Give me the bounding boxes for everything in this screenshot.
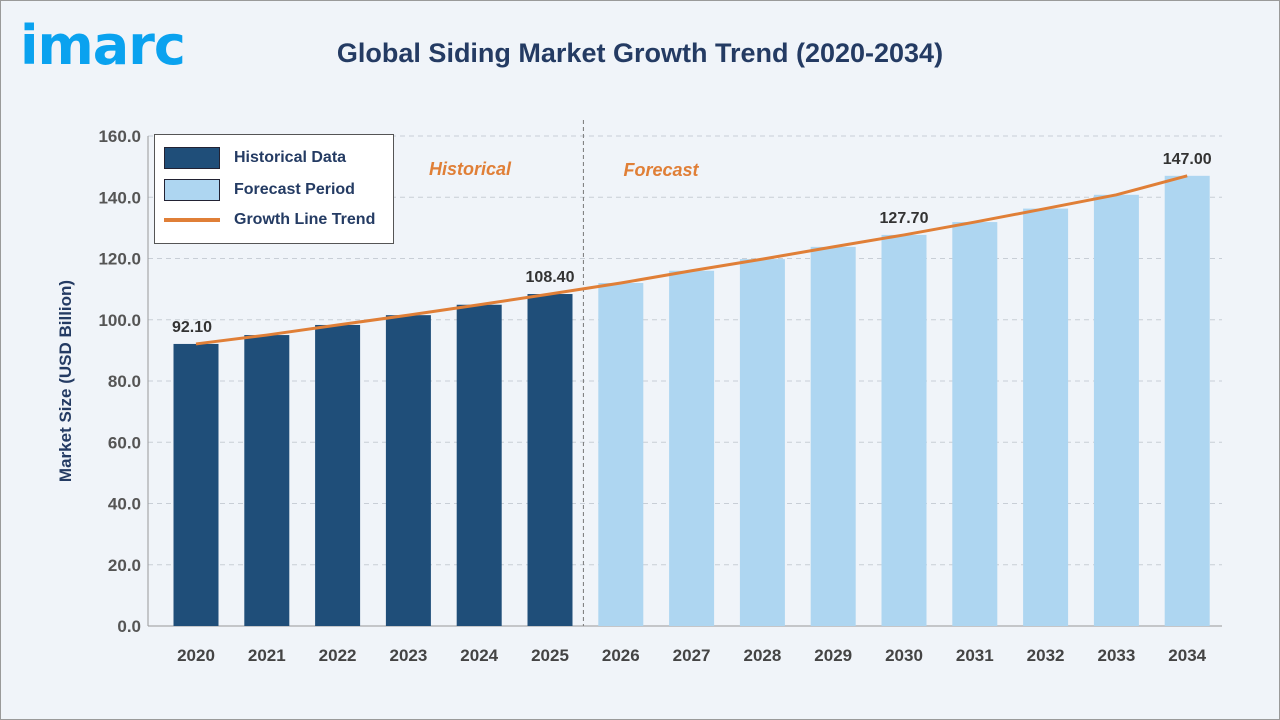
chart-title: Global Siding Market Growth Trend (2020-… (336, 38, 944, 68)
y-tick-label: 120.0 (98, 250, 141, 269)
bar-2026 (598, 283, 644, 626)
forecast-annotation: Forecast (623, 160, 699, 180)
legend-forecast: Forecast Period (164, 179, 355, 201)
y-tick-label: 140.0 (98, 188, 141, 207)
bar-2032 (1023, 208, 1069, 627)
historical-annotation: Historical (429, 159, 512, 179)
bar-2033 (1093, 194, 1139, 627)
y-tick-label: 160.0 (98, 127, 141, 146)
x-tick-label: 2025 (531, 646, 569, 665)
x-tick-label: 2029 (814, 646, 852, 665)
bar-2031 (952, 222, 998, 626)
bar-2023 (385, 315, 431, 626)
imarc-logo: imarc (20, 14, 186, 77)
data-label: 127.70 (880, 210, 929, 227)
legend: Historical Data Forecast Period Growth L… (154, 134, 394, 244)
x-tick-label: 2021 (248, 646, 286, 665)
legend-label: Forecast Period (234, 181, 355, 198)
bar-2029 (810, 246, 856, 627)
data-label: 108.40 (526, 269, 575, 286)
y-tick-label: 100.0 (98, 311, 141, 330)
legend-label: Growth Line Trend (234, 211, 376, 228)
x-tick-label: 2022 (319, 646, 357, 665)
bar-2030 (881, 234, 927, 626)
legend-trend: Growth Line Trend (164, 211, 375, 229)
x-tick-label: 2024 (460, 646, 498, 665)
legend-label: Historical Data (234, 149, 347, 166)
legend-line (164, 218, 220, 222)
y-tick-label: 80.0 (108, 372, 141, 391)
x-tick-label: 2034 (1168, 646, 1206, 665)
bar-2025 (527, 294, 573, 626)
y-tick-label: 20.0 (108, 556, 141, 575)
y-tick-label: 60.0 (108, 433, 141, 452)
bar-2028 (739, 259, 785, 626)
bar-2024 (456, 304, 502, 626)
legend-swatch (164, 179, 220, 201)
x-tick-label: 2030 (885, 646, 923, 665)
bar-2020 (173, 343, 219, 626)
legend-historical: Historical Data (164, 147, 346, 169)
x-tick-label: 2020 (177, 646, 215, 665)
x-tick-label: 2027 (673, 646, 711, 665)
y-tick-label: 40.0 (108, 495, 141, 514)
x-tick-label: 2031 (956, 646, 994, 665)
x-tick-label: 2028 (743, 646, 781, 665)
x-tick-label: 2023 (389, 646, 427, 665)
x-tick-label: 2026 (602, 646, 640, 665)
bar-2021 (244, 335, 290, 626)
data-label: 92.10 (172, 319, 212, 336)
x-tick-label: 2033 (1097, 646, 1135, 665)
growth-trend-line (195, 174, 1188, 346)
x-tick-label: 2032 (1027, 646, 1065, 665)
bar-2027 (669, 270, 715, 626)
data-label: 147.00 (1163, 151, 1212, 168)
y-tick-label: 0.0 (117, 617, 141, 636)
bar-2022 (315, 324, 361, 626)
legend-swatch (164, 147, 220, 169)
y-axis-label: Market Size (USD Billion) (56, 280, 75, 482)
bar-2034 (1164, 175, 1210, 626)
